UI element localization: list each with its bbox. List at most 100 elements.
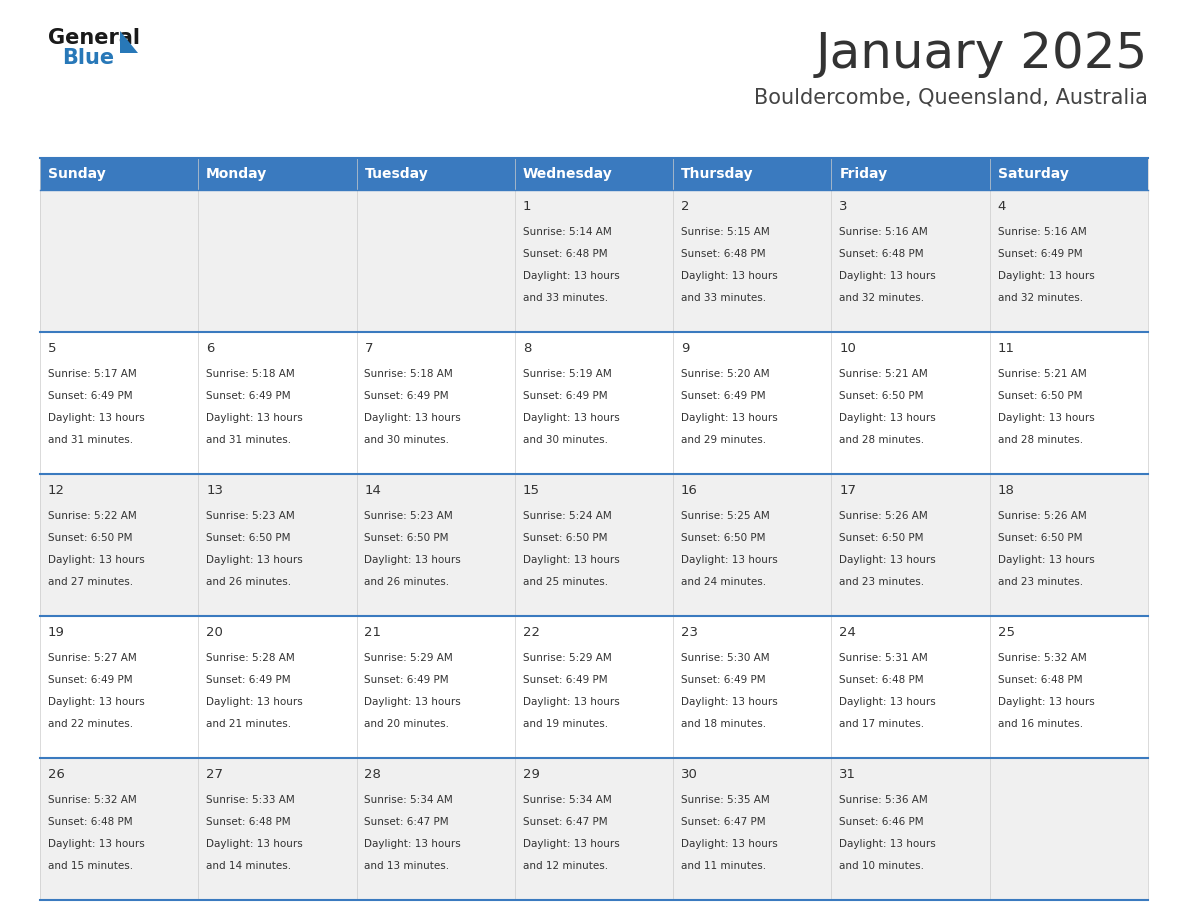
Text: and 18 minutes.: and 18 minutes. (681, 719, 766, 729)
Text: 8: 8 (523, 341, 531, 355)
Bar (832, 190, 990, 332)
Bar (40, 616, 198, 758)
Text: Sunrise: 5:29 AM: Sunrise: 5:29 AM (365, 653, 454, 663)
Text: Sunset: 6:50 PM: Sunset: 6:50 PM (207, 533, 291, 543)
Bar (832, 332, 990, 474)
Text: and 32 minutes.: and 32 minutes. (998, 293, 1082, 303)
Text: 6: 6 (207, 341, 215, 355)
Text: and 26 minutes.: and 26 minutes. (207, 577, 291, 587)
Text: and 12 minutes.: and 12 minutes. (523, 861, 608, 871)
Bar (198, 190, 356, 332)
Text: Daylight: 13 hours: Daylight: 13 hours (681, 555, 778, 565)
Text: Sunset: 6:49 PM: Sunset: 6:49 PM (365, 675, 449, 685)
Text: 10: 10 (840, 341, 857, 355)
Text: Thursday: Thursday (681, 167, 753, 181)
Text: and 33 minutes.: and 33 minutes. (523, 293, 608, 303)
Text: Daylight: 13 hours: Daylight: 13 hours (998, 555, 1094, 565)
Text: Daylight: 13 hours: Daylight: 13 hours (998, 697, 1094, 707)
Bar (356, 332, 514, 474)
Text: and 15 minutes.: and 15 minutes. (48, 861, 133, 871)
Bar (356, 158, 514, 190)
Text: and 23 minutes.: and 23 minutes. (840, 577, 924, 587)
Bar (990, 758, 1148, 900)
Bar (198, 332, 356, 474)
Text: Daylight: 13 hours: Daylight: 13 hours (365, 555, 461, 565)
Text: Saturday: Saturday (998, 167, 1068, 181)
Text: 31: 31 (840, 768, 857, 781)
Text: Sunset: 6:48 PM: Sunset: 6:48 PM (523, 249, 607, 259)
Text: and 28 minutes.: and 28 minutes. (840, 435, 924, 445)
Text: Sunset: 6:50 PM: Sunset: 6:50 PM (998, 533, 1082, 543)
Text: 20: 20 (207, 626, 223, 639)
Text: Sunday: Sunday (48, 167, 106, 181)
Polygon shape (120, 31, 138, 53)
Text: Sunrise: 5:25 AM: Sunrise: 5:25 AM (681, 511, 770, 521)
Text: Wednesday: Wednesday (523, 167, 613, 181)
Bar (40, 190, 198, 332)
Text: Daylight: 13 hours: Daylight: 13 hours (681, 839, 778, 849)
Text: Sunset: 6:48 PM: Sunset: 6:48 PM (840, 675, 924, 685)
Text: Daylight: 13 hours: Daylight: 13 hours (681, 271, 778, 281)
Text: Daylight: 13 hours: Daylight: 13 hours (523, 555, 619, 565)
Text: 12: 12 (48, 484, 65, 497)
Bar (198, 158, 356, 190)
Text: and 26 minutes.: and 26 minutes. (365, 577, 449, 587)
Text: 1: 1 (523, 200, 531, 213)
Text: Sunset: 6:48 PM: Sunset: 6:48 PM (998, 675, 1082, 685)
Text: and 25 minutes.: and 25 minutes. (523, 577, 608, 587)
Text: and 21 minutes.: and 21 minutes. (207, 719, 291, 729)
Text: Sunset: 6:46 PM: Sunset: 6:46 PM (840, 817, 924, 827)
Text: Sunrise: 5:28 AM: Sunrise: 5:28 AM (207, 653, 295, 663)
Text: Daylight: 13 hours: Daylight: 13 hours (523, 271, 619, 281)
Bar (832, 616, 990, 758)
Text: Daylight: 13 hours: Daylight: 13 hours (998, 271, 1094, 281)
Bar (514, 616, 674, 758)
Text: Daylight: 13 hours: Daylight: 13 hours (365, 413, 461, 423)
Bar (40, 474, 198, 616)
Text: 27: 27 (207, 768, 223, 781)
Text: 24: 24 (840, 626, 857, 639)
Bar (990, 616, 1148, 758)
Text: Daylight: 13 hours: Daylight: 13 hours (681, 697, 778, 707)
Text: Sunrise: 5:17 AM: Sunrise: 5:17 AM (48, 369, 137, 379)
Bar (40, 158, 198, 190)
Text: and 24 minutes.: and 24 minutes. (681, 577, 766, 587)
Bar (40, 758, 198, 900)
Text: Sunrise: 5:15 AM: Sunrise: 5:15 AM (681, 227, 770, 237)
Text: Sunset: 6:48 PM: Sunset: 6:48 PM (48, 817, 133, 827)
Text: 16: 16 (681, 484, 697, 497)
Text: Daylight: 13 hours: Daylight: 13 hours (523, 413, 619, 423)
Text: Daylight: 13 hours: Daylight: 13 hours (840, 413, 936, 423)
Bar (674, 474, 832, 616)
Bar (832, 758, 990, 900)
Text: Daylight: 13 hours: Daylight: 13 hours (523, 697, 619, 707)
Text: Sunrise: 5:27 AM: Sunrise: 5:27 AM (48, 653, 137, 663)
Text: Sunrise: 5:21 AM: Sunrise: 5:21 AM (998, 369, 1086, 379)
Bar (832, 158, 990, 190)
Text: Sunset: 6:49 PM: Sunset: 6:49 PM (207, 391, 291, 401)
Bar (356, 616, 514, 758)
Text: Sunset: 6:49 PM: Sunset: 6:49 PM (523, 675, 607, 685)
Text: and 31 minutes.: and 31 minutes. (48, 435, 133, 445)
Text: Sunset: 6:49 PM: Sunset: 6:49 PM (998, 249, 1082, 259)
Text: Sunset: 6:47 PM: Sunset: 6:47 PM (523, 817, 607, 827)
Text: Sunset: 6:50 PM: Sunset: 6:50 PM (681, 533, 765, 543)
Text: Blue: Blue (62, 48, 114, 68)
Text: Daylight: 13 hours: Daylight: 13 hours (48, 697, 145, 707)
Text: and 29 minutes.: and 29 minutes. (681, 435, 766, 445)
Text: Sunrise: 5:30 AM: Sunrise: 5:30 AM (681, 653, 770, 663)
Text: Sunset: 6:50 PM: Sunset: 6:50 PM (840, 391, 924, 401)
Text: Sunrise: 5:36 AM: Sunrise: 5:36 AM (840, 795, 928, 805)
Text: and 16 minutes.: and 16 minutes. (998, 719, 1082, 729)
Bar (990, 332, 1148, 474)
Text: Sunset: 6:49 PM: Sunset: 6:49 PM (523, 391, 607, 401)
Text: Sunset: 6:50 PM: Sunset: 6:50 PM (48, 533, 132, 543)
Bar (198, 474, 356, 616)
Bar (674, 190, 832, 332)
Text: and 10 minutes.: and 10 minutes. (840, 861, 924, 871)
Text: Sunrise: 5:34 AM: Sunrise: 5:34 AM (523, 795, 612, 805)
Bar (990, 190, 1148, 332)
Text: 11: 11 (998, 341, 1015, 355)
Text: and 31 minutes.: and 31 minutes. (207, 435, 291, 445)
Text: Sunrise: 5:32 AM: Sunrise: 5:32 AM (998, 653, 1086, 663)
